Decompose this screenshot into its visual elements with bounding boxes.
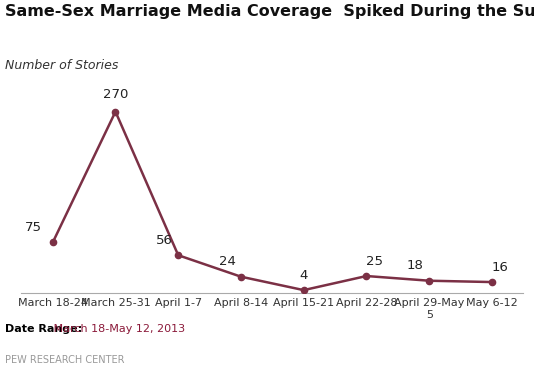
Text: 24: 24 <box>218 255 235 268</box>
Text: March 18-May 12, 2013: March 18-May 12, 2013 <box>50 324 185 334</box>
Text: Number of Stories: Number of Stories <box>5 59 119 72</box>
Text: 75: 75 <box>25 221 42 234</box>
Text: 18: 18 <box>407 259 424 272</box>
Text: 25: 25 <box>366 255 383 268</box>
Text: Date Range:: Date Range: <box>5 324 82 334</box>
Text: PEW RESEARCH CENTER: PEW RESEARCH CENTER <box>5 355 125 365</box>
Text: 16: 16 <box>492 261 509 274</box>
Text: 56: 56 <box>156 234 173 247</box>
Text: 4: 4 <box>300 269 308 282</box>
Text: 270: 270 <box>103 87 128 101</box>
Text: Same-Sex Marriage Media Coverage  Spiked During the Supreme Court Hearings: Same-Sex Marriage Media Coverage Spiked … <box>5 4 534 19</box>
